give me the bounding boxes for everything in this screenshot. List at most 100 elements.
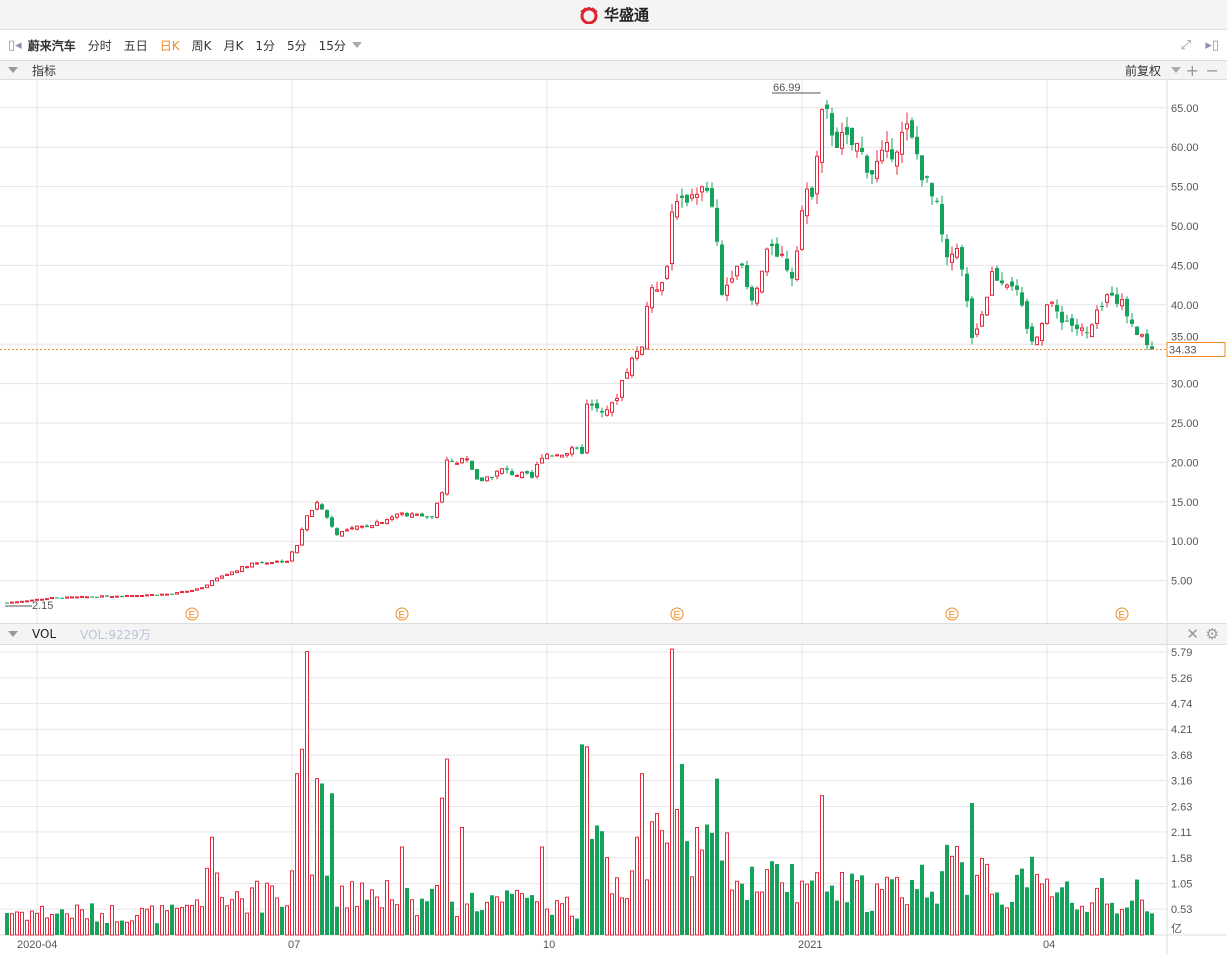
volume-bar [800,880,804,936]
close-icon[interactable]: ✕ [1186,625,1199,643]
candle-body [95,596,99,598]
volume-bar [1070,902,1074,935]
tab-intraday[interactable]: 分时 [87,38,112,53]
candle-body [560,454,564,458]
candle-body [525,471,529,474]
volume-bar [665,842,669,936]
tab-daily-k[interactable]: 日K [159,38,180,53]
volume-bar [65,913,69,936]
volume-bar [925,897,929,935]
volume-bar [45,917,49,936]
volume-bar [575,918,579,935]
candle-body [665,266,669,279]
volume-bar [860,875,864,935]
candle-body [345,529,349,532]
candle-body [475,469,479,480]
candle-body [235,570,239,574]
candle-body [965,273,969,302]
candle-body [290,551,294,562]
candle-body [190,589,194,592]
volume-tick-label: 4.74 [1171,698,1192,710]
candle-body [80,595,84,598]
earnings-marker-icon [185,607,199,621]
volume-bar [435,884,439,936]
tab-15min[interactable]: 15分 [318,38,346,53]
candle-body [880,149,884,162]
candle-body [770,243,774,247]
tab-five-day[interactable]: 五日 [123,38,148,53]
candle-body [260,562,264,564]
volume-bar [320,783,324,935]
earnings-marker-label: E [949,610,956,621]
volume-bar [215,872,219,936]
expand-panel-icon[interactable]: ▸▯ [1205,37,1219,53]
candle-body [535,463,539,477]
volume-bar [600,831,604,935]
candle-body [160,593,164,596]
fullscreen-icon[interactable]: ⤢ [1180,37,1191,53]
volume-bar [415,915,419,936]
adjust-chevron-icon[interactable] [1171,67,1181,73]
indicator-label[interactable]: 指标 [32,63,57,78]
candle-body [1105,294,1109,303]
volume-bar [400,846,404,936]
volume-bar [260,912,264,935]
candle-body [995,268,999,281]
zoom-in-icon[interactable]: + [1185,60,1199,80]
tab-5min[interactable]: 5分 [287,38,307,53]
candle-body [500,468,504,474]
volume-bar [210,836,214,936]
candle-body [1010,281,1014,287]
candle-body [510,471,514,475]
volume-dropdown-icon[interactable] [8,631,18,637]
volume-bar [580,744,584,935]
volume-bar [525,897,529,935]
tab-weekly-k[interactable]: 周K [191,38,212,53]
zoom-out-icon[interactable]: − [1205,60,1219,80]
candle-body [1110,292,1114,296]
volume-bar [730,889,734,936]
volume-bar [245,912,249,936]
candle-body [520,471,524,479]
gear-icon[interactable]: ⚙ [1205,625,1219,643]
candle-body [145,594,149,597]
volume-tick-label: 1.58 [1171,853,1192,865]
volume-bar [270,885,274,936]
candle-body [1060,311,1064,323]
candle-body [35,598,39,601]
candle-body [760,270,764,293]
volume-bar [375,896,379,936]
volume-bar [905,904,909,936]
volume-bar [885,876,889,936]
candle-body [1005,284,1009,288]
tab-monthly-k[interactable]: 月K [223,38,244,53]
volume-bar [790,864,794,935]
more-periods-chevron-icon[interactable] [351,42,362,48]
candle-body [225,573,229,577]
indicator-dropdown-icon[interactable] [8,67,18,73]
volume-bar [645,879,649,936]
volume-bar [145,908,149,936]
adjust-select[interactable]: 前复权 [1124,63,1161,78]
candle-body [45,598,49,601]
candle-body [465,458,469,461]
volume-bar [820,795,824,936]
volume-bar [120,920,124,935]
candle-body [735,265,739,277]
volume-bar [920,864,924,935]
candle-body [540,457,544,464]
collapse-sidebar-icon[interactable]: ▯◂ [8,37,22,53]
tab-1min[interactable]: 1分 [255,38,275,53]
volume-bar [405,887,409,935]
volume-bar [590,838,594,935]
volume-bar [1040,883,1044,936]
candle-body [60,597,64,599]
volume-bar [1060,887,1064,935]
volume-bar [635,836,639,936]
volume-label[interactable]: VOL [32,627,57,641]
candle-body [70,596,74,599]
volume-bar [190,905,194,936]
volume-bar [385,880,389,936]
candle-body [415,513,419,516]
